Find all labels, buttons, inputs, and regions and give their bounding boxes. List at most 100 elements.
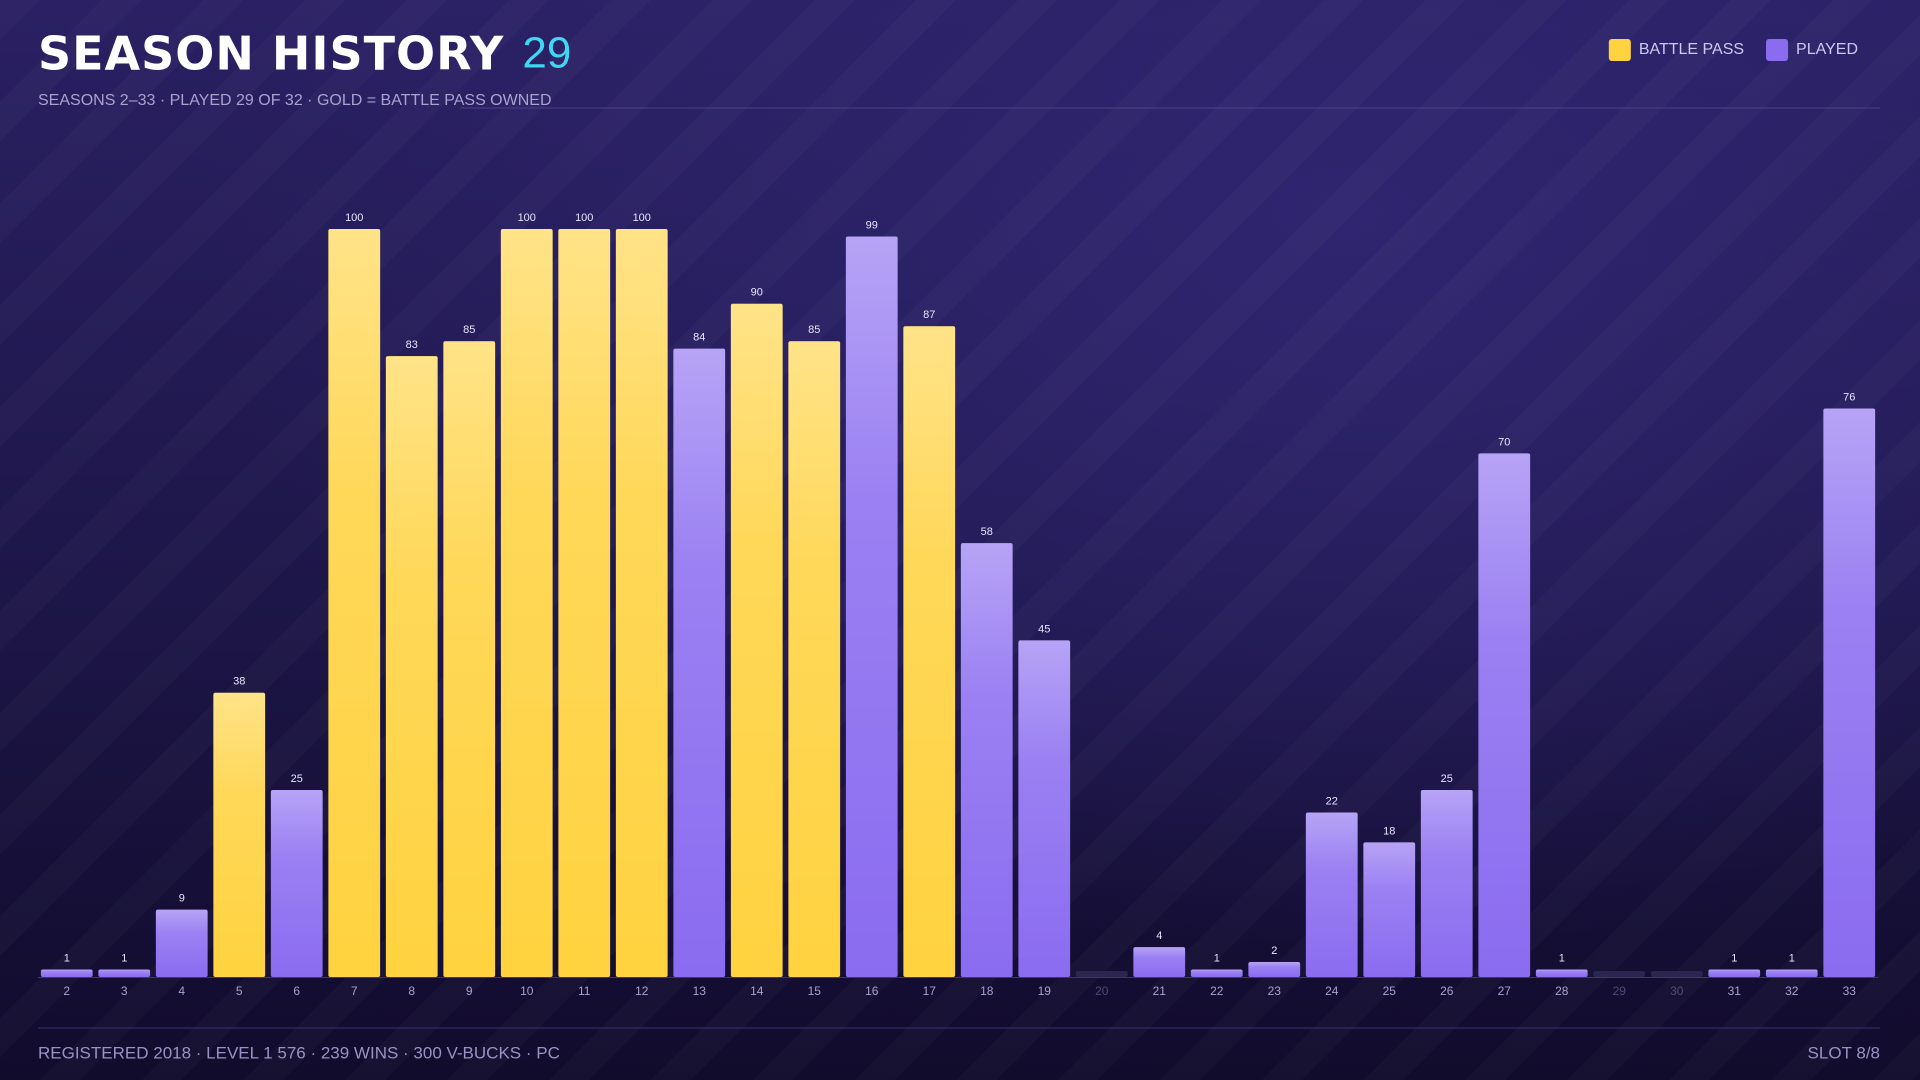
plot: 1213943852561007838859100101001110012841…	[38, 212, 1878, 998]
value-label: 1	[64, 952, 70, 964]
value-label: 90	[751, 287, 763, 299]
x-tick-label: 12	[635, 984, 649, 998]
chart-title: SEASON HISTORY	[38, 27, 504, 81]
bar-shine	[1133, 947, 1186, 977]
bar-shine	[98, 969, 151, 977]
x-tick-label: 31	[1728, 984, 1742, 998]
value-label: 85	[463, 324, 475, 336]
x-tick-label: 3	[121, 984, 128, 998]
x-tick-label: 18	[980, 984, 994, 998]
x-tick-label: 16	[865, 984, 879, 998]
x-tick-label: 2	[63, 984, 70, 998]
x-tick-label: 30	[1670, 984, 1684, 998]
value-label: 76	[1843, 391, 1855, 403]
bar-shine	[443, 341, 496, 977]
x-tick-label: 33	[1843, 984, 1857, 998]
value-label: 58	[981, 526, 993, 538]
bar-shine	[1248, 962, 1301, 977]
bar-shine	[1420, 790, 1473, 977]
bar-shine	[730, 303, 783, 977]
title-count: 29	[522, 29, 571, 78]
bar-shine	[40, 969, 93, 977]
x-tick-label: 25	[1383, 984, 1397, 998]
value-label: 25	[1441, 773, 1453, 785]
legend-label: BATTLE PASS	[1639, 41, 1744, 58]
value-label: 18	[1383, 825, 1395, 837]
value-label: 9	[179, 893, 185, 905]
legend-swatch	[1766, 39, 1789, 61]
bar-shine	[1018, 640, 1071, 977]
value-label: 1	[1731, 952, 1737, 964]
x-tick-label: 15	[808, 984, 822, 998]
value-label: 100	[633, 212, 651, 224]
x-tick-label: 13	[693, 984, 707, 998]
bar-shine	[1305, 812, 1358, 977]
bar-shine	[845, 236, 898, 978]
bar-shine	[1708, 969, 1761, 977]
bar-shine	[1765, 969, 1818, 977]
value-label: 70	[1498, 436, 1510, 448]
value-label: 1	[1559, 952, 1565, 964]
value-label: 1	[1214, 952, 1220, 964]
x-tick-label: 27	[1498, 984, 1512, 998]
legend-label: PLAYED	[1796, 41, 1858, 58]
bar-shine	[673, 348, 726, 977]
x-tick-label: 5	[236, 984, 243, 998]
empty-slot	[1075, 971, 1128, 977]
x-tick-label: 26	[1440, 984, 1454, 998]
value-label: 38	[233, 676, 245, 688]
value-label: 100	[345, 212, 363, 224]
x-tick-label: 4	[178, 984, 185, 998]
value-label: 4	[1156, 930, 1162, 942]
subtitle: SEASONS 2–33 · PLAYED 29 OF 32 · GOLD = …	[38, 92, 552, 109]
bar-shine	[155, 909, 208, 977]
empty-slot	[1593, 971, 1646, 977]
bar-shine	[1823, 408, 1876, 977]
value-label: 2	[1271, 945, 1277, 957]
value-label: 99	[866, 219, 878, 231]
value-label: 25	[291, 773, 303, 785]
bar-shine	[1535, 969, 1588, 977]
bar-shine	[328, 229, 381, 977]
x-tick-label: 32	[1785, 984, 1799, 998]
legend: PLAYED BATTLE PASS	[1608, 39, 1858, 61]
x-tick-label: 9	[466, 984, 473, 998]
value-label: 83	[406, 339, 418, 351]
x-tick-label: 24	[1325, 984, 1339, 998]
footer-right: SLOT 8/8	[1808, 1043, 1880, 1062]
bar-shine	[385, 356, 438, 977]
value-label: 22	[1326, 795, 1338, 807]
bar-shine	[615, 229, 668, 977]
x-tick-label: 8	[408, 984, 415, 998]
x-tick-label: 10	[520, 984, 534, 998]
value-label: 84	[693, 332, 705, 344]
footer: REGISTERED 2018 · LEVEL 1 576 · 239 WINS…	[38, 1043, 560, 1062]
value-label: 100	[518, 212, 536, 224]
value-label: 85	[808, 324, 820, 336]
x-tick-label: 21	[1153, 984, 1167, 998]
bar-shine	[500, 229, 553, 977]
x-tick-label: 20	[1095, 984, 1109, 998]
bar-shine	[1363, 842, 1416, 977]
value-label: 87	[923, 309, 935, 321]
x-tick-label: 23	[1268, 984, 1282, 998]
value-label: 45	[1038, 623, 1050, 635]
x-tick-label: 7	[351, 984, 358, 998]
x-tick-label: 14	[750, 984, 764, 998]
x-tick-label: 28	[1555, 984, 1569, 998]
bar-shine	[788, 341, 841, 977]
bar-shine	[1190, 969, 1243, 977]
bar-shine	[960, 543, 1013, 977]
x-tick-label: 17	[923, 984, 937, 998]
value-label: 100	[575, 212, 593, 224]
x-tick-label: 22	[1210, 984, 1224, 998]
bar-shine	[1478, 453, 1531, 977]
x-tick-label: 6	[293, 984, 300, 998]
x-tick-label: 11	[578, 984, 591, 998]
bar-shine	[270, 790, 323, 977]
x-tick-label: 19	[1038, 984, 1052, 998]
value-label: 1	[121, 952, 127, 964]
empty-slot	[1650, 971, 1703, 977]
